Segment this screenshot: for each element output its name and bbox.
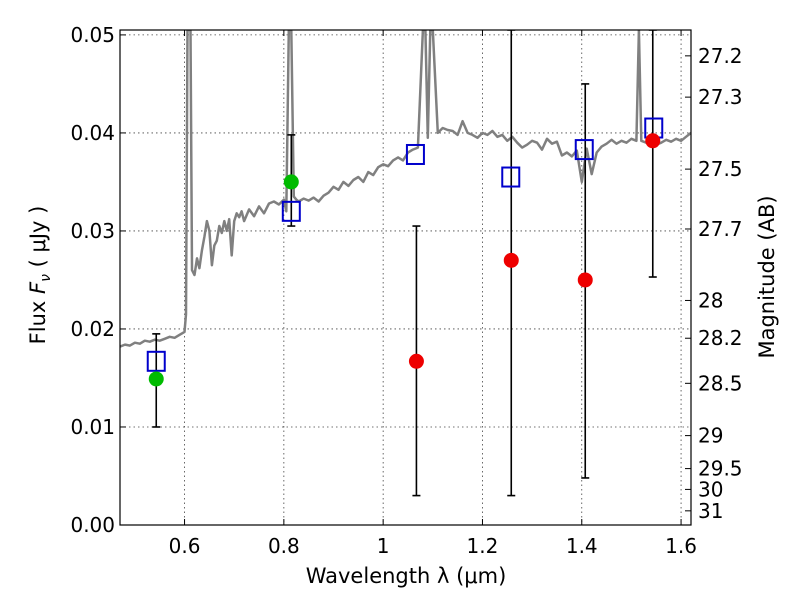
mag-tick-label: 27.2 [698, 44, 743, 68]
observed-flux-point [503, 252, 519, 268]
x-tick-label: 0.6 [169, 534, 201, 558]
mag-tick-label: 28 [698, 288, 723, 312]
spectrum-layer [120, 30, 691, 348]
y-tick-label: 0.03 [70, 219, 115, 243]
mag-tick-label: 31 [698, 499, 723, 523]
mag-tick-label: 28.2 [698, 326, 743, 350]
x-tick-label: 1 [377, 534, 390, 558]
observed-flux-point [577, 272, 593, 288]
plot-frame [119, 29, 692, 526]
model-flux-square [405, 143, 425, 165]
observed-flux-point [148, 371, 164, 387]
mag-tick-label: 27.7 [698, 217, 743, 241]
x-tick-label: 0.8 [268, 534, 300, 558]
y-axis-title-prefix: Flux [26, 294, 50, 344]
tick-layer: 0.6 0.8 1 1.2 1.4 1.6 0.00 0.01 0.02 0.03 0.04 0.05… [70, 23, 742, 558]
model-flux-square [574, 139, 594, 161]
errorbar-layer [152, 30, 657, 497]
y2-axis-title: Magnitude (AB) [755, 195, 779, 358]
spectrum-line [120, 30, 691, 348]
model-flux-square [501, 166, 521, 188]
x-tick-label: 1.6 [665, 534, 697, 558]
y-axis-title-symbol: F [26, 281, 50, 294]
observed-flux-point [283, 174, 299, 190]
y-tick-label: 0.01 [70, 415, 115, 439]
mag-tick-label: 30 [698, 477, 723, 501]
x-tick-label: 1.4 [566, 534, 598, 558]
y-tick-label: 0.05 [70, 23, 115, 47]
mag-tick-label: 29 [698, 424, 723, 448]
mag-tick-label: 28.5 [698, 371, 743, 395]
x-axis-title: Wavelength λ (μm) [306, 564, 507, 588]
marker-layer [146, 117, 664, 387]
y-axis-title-suffix: ( μJy ) [26, 206, 50, 274]
mag-tick-label: 29.5 [698, 457, 743, 481]
mag-tick-label: 27.5 [698, 157, 743, 181]
mag-tick-label: 27.3 [698, 85, 743, 109]
y-tick-label: 0.04 [70, 121, 115, 145]
grid-lines [120, 30, 691, 526]
y-axis-title-subscript: ν [38, 274, 54, 282]
x-tick-label: 1.2 [467, 534, 499, 558]
model-flux-square [281, 200, 301, 222]
observed-flux-point [645, 133, 661, 149]
y-axis-title: Flux Fν ( μJy ) [26, 206, 54, 345]
y-tick-label: 0.00 [70, 513, 115, 537]
y-tick-label: 0.02 [70, 317, 115, 341]
observed-flux-point [408, 353, 424, 369]
model-flux-square [146, 350, 166, 372]
